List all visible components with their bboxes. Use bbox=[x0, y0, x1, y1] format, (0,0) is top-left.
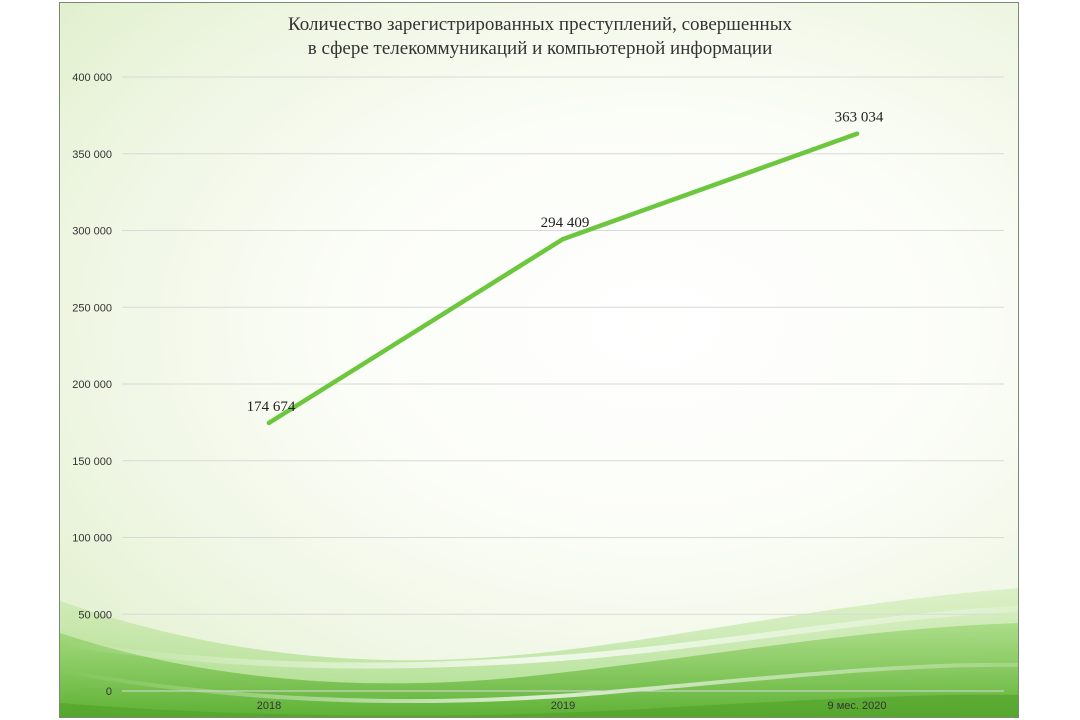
chart-title-line-1: Количество зарегистрированных преступлен… bbox=[288, 14, 792, 35]
x-tick-label: 2018 bbox=[257, 700, 281, 712]
data-label: 174 674 bbox=[247, 399, 296, 415]
y-tick-label: 350 000 bbox=[72, 149, 112, 161]
y-tick-label: 0 bbox=[106, 686, 112, 698]
chart-title-line-2: в сфере телекоммуникаций и компьютерной … bbox=[307, 38, 773, 59]
x-tick-label: 9 мес. 2020 bbox=[828, 700, 887, 712]
series-line-path bbox=[266, 131, 860, 426]
series-line bbox=[266, 131, 860, 426]
slide: 0 50 000 100 000 150 000 200 000 250 000 300 0… bbox=[59, 2, 1019, 718]
data-label: 363 034 bbox=[835, 110, 884, 126]
x-tick-label: 2019 bbox=[551, 700, 575, 712]
y-tick-label: 100 000 bbox=[72, 533, 112, 545]
y-tick-label: 250 000 bbox=[72, 302, 112, 314]
background-wave bbox=[60, 588, 1018, 717]
x-axis-tick-labels: 2018 2019 9 мес. 2020 bbox=[257, 700, 887, 712]
data-labels: 174 674 294 409 363 034 bbox=[247, 110, 884, 415]
chart-title: Количество зарегистрированных преступлен… bbox=[60, 13, 1018, 61]
data-point bbox=[854, 131, 860, 136]
data-point bbox=[266, 420, 272, 426]
chart: 0 50 000 100 000 150 000 200 000 250 000 300 0… bbox=[60, 72, 1018, 717]
y-axis-tick-labels: 0 50 000 100 000 150 000 200 000 250 000 300 0… bbox=[72, 72, 112, 698]
y-tick-label: 400 000 bbox=[72, 72, 112, 84]
gridlines bbox=[122, 76, 1004, 692]
y-tick-label: 150 000 bbox=[72, 456, 112, 468]
data-label: 294 409 bbox=[541, 215, 590, 231]
y-tick-label: 200 000 bbox=[72, 379, 112, 391]
data-point bbox=[560, 236, 566, 242]
y-tick-label: 50 000 bbox=[78, 609, 112, 621]
y-tick-label: 300 000 bbox=[72, 226, 112, 238]
